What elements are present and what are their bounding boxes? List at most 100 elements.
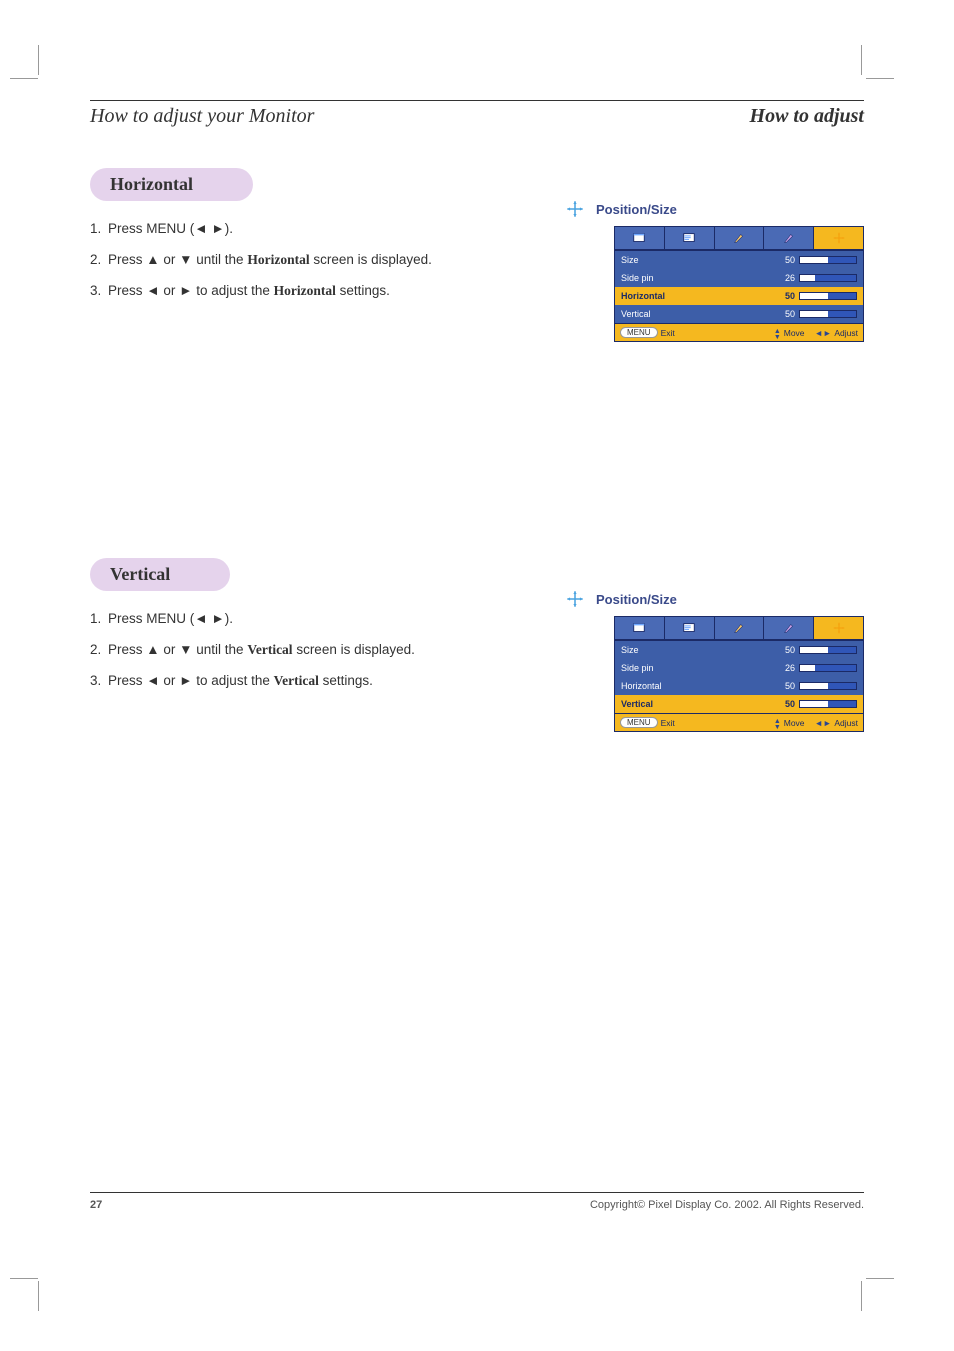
osd-body: Size 50 Side pin 26 Horizontal 50 Vertical 50: [615, 251, 863, 323]
osd-tab-3[interactable]: [764, 617, 814, 639]
osd-title: Position/Size: [596, 202, 677, 217]
osd-row-side pin[interactable]: Side pin26: [615, 659, 863, 677]
position-size-icon: [564, 588, 586, 610]
osd-slider-fill: [800, 683, 828, 689]
instruction-step: 1.Press MENU (◄ ►).: [90, 609, 510, 630]
osd-block: Position/Size Size 50 Side pin 26 Horizontal 5…: [564, 198, 864, 342]
move-label: Move: [784, 328, 805, 338]
section-pill: Horizontal: [90, 168, 253, 201]
copyright: Copyright© Pixel Display Co. 2002. All R…: [590, 1199, 864, 1211]
osd-tab-1[interactable]: [665, 227, 715, 249]
osd-tabs: [615, 227, 863, 251]
crop-mark: [10, 1278, 38, 1279]
osd-row-label: Side pin: [621, 663, 711, 673]
osd-footer: MENUExit▲▼Move◄►Adjust: [615, 323, 863, 341]
crop-mark: [38, 45, 39, 75]
section-horizontal: Horizontal1.Press MENU (◄ ►).2.Press ▲ o…: [90, 168, 864, 468]
osd-slider-fill: [800, 293, 828, 299]
bold-term: Horizontal: [274, 283, 336, 298]
osd-row-horizontal[interactable]: Horizontal 50: [615, 677, 863, 695]
osd-tab-2[interactable]: [715, 227, 765, 249]
osd-slider-fill: [800, 647, 828, 653]
osd-row-horizontal[interactable]: Horizontal 50: [615, 287, 863, 305]
move-label: Move: [784, 718, 805, 728]
header-left: How to adjust your Monitor: [90, 105, 314, 128]
osd-row-label: Side pin: [621, 273, 711, 283]
osd-tab-3[interactable]: [764, 227, 814, 249]
arrow-icon: ▲: [146, 642, 159, 657]
osd-row-label: Horizontal: [621, 291, 711, 301]
osd-row-label: Vertical: [621, 309, 711, 319]
osd-row-value: 50: [775, 291, 795, 301]
osd-slider-fill: [800, 257, 828, 263]
page-number: 27: [90, 1199, 102, 1211]
arrow-icon: ►: [179, 283, 192, 298]
osd-block: Position/Size Size50Side pin26 Horizontal 5…: [564, 588, 864, 732]
leftright-icon: ◄ ►: [194, 611, 224, 626]
osd-tab-0[interactable]: [615, 227, 665, 249]
osd-slider-fill: [800, 665, 815, 671]
section-pill: Vertical: [90, 558, 230, 591]
osd-tabs: [615, 617, 863, 641]
osd-row-value: 50: [775, 255, 795, 265]
osd-slider-track[interactable]: [799, 664, 857, 672]
menu-chip[interactable]: MENU: [620, 327, 658, 338]
crop-mark: [38, 1281, 39, 1311]
osd-panel: Size 50 Side pin 26 Horizontal 50 Vertical 50 ME…: [614, 226, 864, 342]
osd-slider-fill: [800, 311, 828, 317]
osd-slider-track[interactable]: [799, 310, 857, 318]
osd-row-value: 50: [775, 681, 795, 691]
osd-slider-track[interactable]: [799, 700, 857, 708]
bold-term: Vertical: [274, 673, 319, 688]
osd-tab-1[interactable]: [665, 617, 715, 639]
osd-row-value: 50: [775, 645, 795, 655]
step-num: 2.: [90, 250, 108, 271]
page-header: How to adjust your Monitor How to adjust: [90, 105, 864, 128]
adjust-label: Adjust: [834, 328, 858, 338]
arrow-icon: ▲: [146, 252, 159, 267]
osd-row-value: 50: [775, 309, 795, 319]
position-size-icon: [564, 198, 586, 220]
instruction-steps: 1.Press MENU (◄ ►). 2.Press ▲ or ▼ until …: [90, 609, 510, 692]
osd-panel: Size50Side pin26 Horizontal 50 Vertical50 ME…: [614, 616, 864, 732]
crop-mark: [861, 45, 862, 75]
osd-slider-track[interactable]: [799, 274, 857, 282]
osd-row-size[interactable]: Size50: [615, 641, 863, 659]
osd-slider-track[interactable]: [799, 682, 857, 690]
page: How to adjust your Monitor How to adjust…: [90, 100, 864, 1211]
step-num: 3.: [90, 671, 108, 692]
instruction-step: 3.Press ◄ or ► to adjust the Horizontal …: [90, 281, 510, 302]
step-num: 2.: [90, 640, 108, 661]
osd-tab-0[interactable]: [615, 617, 665, 639]
header-right: How to adjust: [750, 105, 864, 128]
osd-title: Position/Size: [596, 592, 677, 607]
osd-row-vertical[interactable]: Vertical50: [615, 695, 863, 713]
osd-slider-track[interactable]: [799, 256, 857, 264]
exit-label: Exit: [661, 718, 675, 728]
osd-slider-fill: [800, 275, 815, 281]
osd-tab-4[interactable]: [814, 227, 863, 249]
bold-term: Vertical: [247, 642, 292, 657]
crop-mark: [866, 1278, 894, 1279]
osd-body: Size50Side pin26 Horizontal 50 Vertical50: [615, 641, 863, 713]
osd-tab-2[interactable]: [715, 617, 765, 639]
updown-icon: ▲▼: [774, 715, 781, 731]
arrow-icon: ▼: [179, 642, 192, 657]
step-num: 1.: [90, 219, 108, 240]
exit-label: Exit: [661, 328, 675, 338]
osd-slider-track[interactable]: [799, 292, 857, 300]
osd-row-label: Horizontal: [621, 681, 711, 691]
osd-row-vertical[interactable]: Vertical 50: [615, 305, 863, 323]
step-num: 1.: [90, 609, 108, 630]
instruction-step: 2.Press ▲ or ▼ until the Vertical screen…: [90, 640, 510, 661]
osd-row-value: 26: [775, 273, 795, 283]
osd-slider-track[interactable]: [799, 646, 857, 654]
osd-row-label: Size: [621, 255, 711, 265]
osd-tab-4[interactable]: [814, 617, 863, 639]
menu-chip[interactable]: MENU: [620, 717, 658, 728]
osd-row-side pin[interactable]: Side pin 26: [615, 269, 863, 287]
osd-row-size[interactable]: Size 50: [615, 251, 863, 269]
adjust-label: Adjust: [834, 718, 858, 728]
crop-mark: [866, 78, 894, 79]
bold-term: Horizontal: [247, 252, 309, 267]
